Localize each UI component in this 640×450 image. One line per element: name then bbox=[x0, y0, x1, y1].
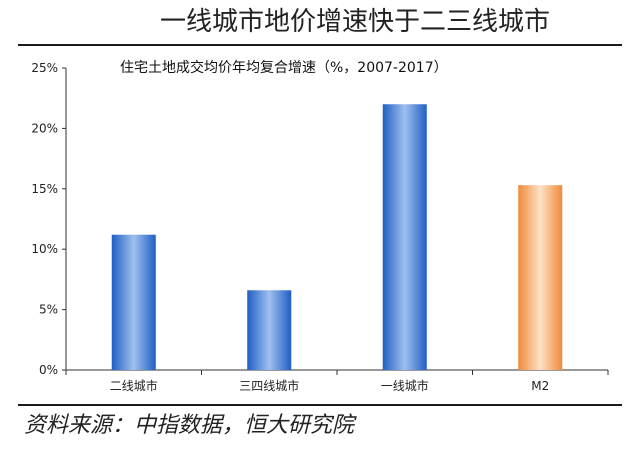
page-title: 一线城市地价增速快于二三线城市 bbox=[159, 7, 550, 37]
title-divider bbox=[18, 44, 622, 46]
y-tick-label: 10% bbox=[31, 242, 58, 256]
y-tick-label: 5% bbox=[39, 303, 58, 317]
x-tick-label: 三四线城市 bbox=[239, 378, 299, 393]
bar-3 bbox=[382, 104, 427, 371]
bar-4 bbox=[518, 185, 563, 370]
bar-1 bbox=[111, 234, 156, 370]
x-tick-label: M2 bbox=[531, 379, 549, 393]
x-tick-label: 二线城市 bbox=[110, 378, 158, 393]
y-tick-label: 25% bbox=[31, 61, 58, 75]
chart-title: 住宅土地成交均价年均复合增速（%，2007-2017） bbox=[120, 59, 448, 76]
y-tick-label: 15% bbox=[31, 182, 58, 196]
footer-divider bbox=[18, 404, 622, 406]
y-tick-label: 0% bbox=[39, 363, 58, 377]
bar-2 bbox=[247, 290, 292, 370]
bar-chart: 住宅土地成交均价年均复合增速（%，2007-2017） 0% 5% 10% 15% 20… bbox=[31, 59, 609, 393]
source-note: 资料来源：中指数据，恒大研究院 bbox=[24, 413, 355, 438]
x-tick-label: 一线城市 bbox=[381, 378, 429, 393]
y-tick-label: 20% bbox=[31, 121, 58, 135]
